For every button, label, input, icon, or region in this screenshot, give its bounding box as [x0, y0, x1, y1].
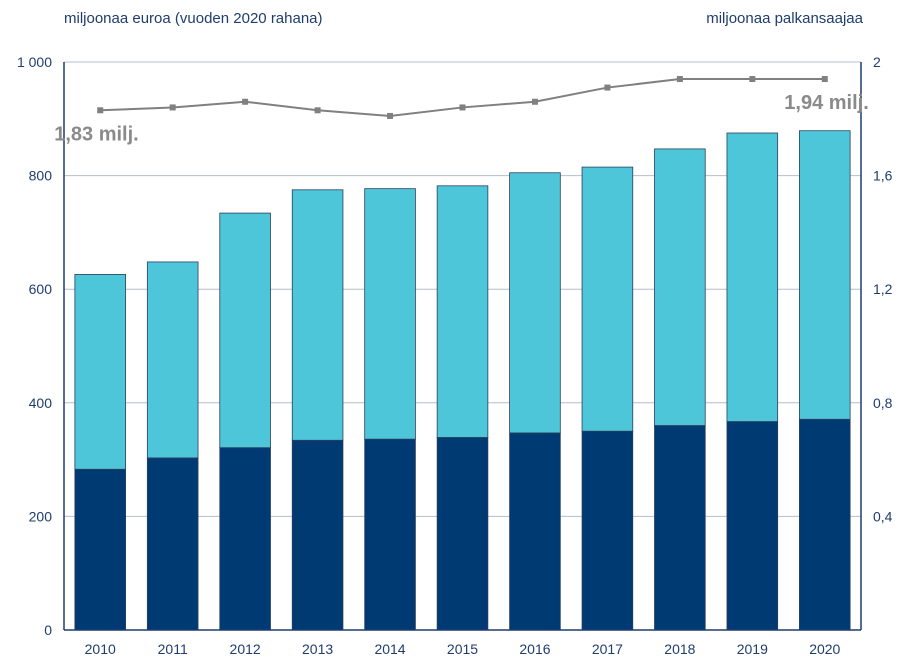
left-tick-label: 600	[29, 281, 53, 297]
x-tick-label: 2014	[374, 641, 405, 657]
left-axis-unit-label: miljoonaa euroa (vuoden 2020 rahana)	[64, 10, 323, 27]
left-tick-label: 800	[29, 168, 53, 184]
bar-2019-series-2	[726, 132, 779, 422]
x-tick-label: 2015	[447, 641, 478, 657]
bar-2017-series-2	[581, 166, 634, 432]
bar-2010-series-2	[74, 274, 126, 470]
bar-2011-series-1	[146, 457, 199, 631]
bar-2015-series-1	[436, 437, 489, 631]
bar-2017-series-1	[581, 430, 634, 631]
annotation-label-2: 1,94 milj.	[784, 92, 869, 114]
bar-2010-series-1	[74, 468, 126, 631]
x-tick-label: 2019	[737, 641, 768, 657]
bar-2014-series-1	[364, 438, 416, 631]
right-tick-label: 2	[873, 54, 881, 70]
annotations: 1,83 milj. 1,94 milj.	[54, 92, 869, 145]
bar-2015-series-2	[436, 185, 489, 438]
axes	[63, 62, 862, 631]
x-tick-label: 2012	[230, 641, 261, 657]
bar-2012-series-2	[219, 212, 271, 449]
x-axis-ticks: 2010 2011 2012 2013 2014 2015 2016 2017 2018 2019…	[85, 641, 841, 657]
employees-point-2010	[97, 107, 104, 114]
right-tick-label: 1,2	[873, 281, 893, 297]
bar-2019-series-1	[726, 421, 779, 631]
bar-2018-series-1	[654, 425, 706, 631]
bar-2016-series-1	[509, 432, 561, 631]
employees-point-2019	[749, 76, 756, 83]
employees-point-2020	[821, 76, 828, 83]
x-tick-label: 2017	[592, 641, 623, 657]
bar-2014-series-2	[364, 188, 416, 440]
x-tick-label: 2018	[664, 641, 695, 657]
annotation-label-1: 1,83 milj.	[54, 123, 138, 145]
bar-2018-series-2	[654, 148, 706, 426]
employees-point-2017	[604, 84, 611, 91]
employees-point-2014	[387, 112, 394, 119]
left-tick-label: 200	[29, 508, 53, 524]
bar-2013-series-1	[291, 439, 344, 631]
left-tick-label: 0	[44, 622, 52, 638]
x-tick-label: 2016	[519, 641, 550, 657]
employees-point-2018	[676, 76, 683, 83]
right-axis-ticks: 0,4 0,8 1,2 1,6 2	[873, 54, 893, 524]
x-tick-label: 2013	[302, 641, 333, 657]
right-tick-label: 1,6	[873, 168, 893, 184]
employees-point-2013	[314, 107, 321, 114]
employees-point-2012	[242, 98, 249, 105]
x-tick-label: 2011	[158, 641, 188, 657]
right-tick-label: 0,4	[873, 508, 893, 524]
employees-point-2011	[169, 104, 176, 111]
right-tick-label: 0,8	[873, 395, 893, 411]
bar-2013-series-2	[291, 189, 344, 441]
x-tick-label: 2010	[85, 641, 116, 657]
bar-2020-series-1	[799, 418, 851, 631]
employees-line	[97, 76, 828, 119]
bar-2020-series-2	[799, 130, 851, 420]
bar-2012-series-1	[219, 447, 271, 631]
left-tick-label: 400	[29, 395, 53, 411]
bars	[74, 130, 851, 631]
left-tick-label: 1 000	[17, 54, 52, 70]
left-axis-ticks: 0 200 400 600 800 1 000	[17, 54, 52, 638]
employees-point-2016	[531, 98, 538, 105]
bar-2016-series-2	[509, 172, 561, 434]
right-axis-unit-label: miljoonaa palkansaajaa	[706, 10, 863, 27]
bar-2011-series-2	[146, 261, 199, 459]
x-tick-label: 2020	[809, 641, 840, 657]
employees-point-2015	[459, 104, 466, 111]
